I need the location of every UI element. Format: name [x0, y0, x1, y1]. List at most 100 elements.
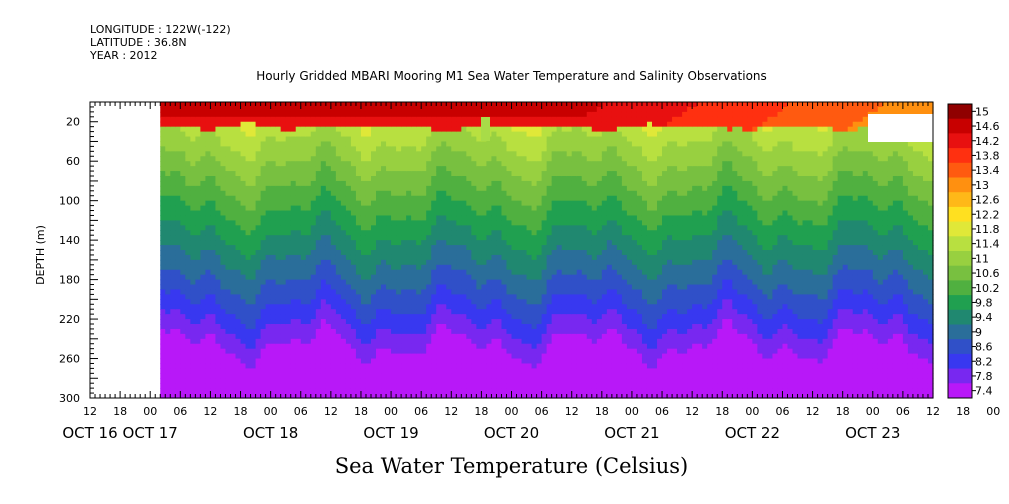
heatmap-cell [501, 200, 508, 207]
heatmap-cell [225, 378, 232, 384]
heatmap-cell [245, 368, 252, 374]
heatmap-cell [531, 180, 538, 187]
heatmap-cell [466, 240, 472, 246]
heatmap-cell [205, 210, 212, 217]
heatmap-cell [561, 121, 568, 128]
heatmap-cell [416, 146, 422, 152]
heatmap-cell [471, 166, 477, 172]
heatmap-cell [546, 250, 553, 256]
heatmap-cell [491, 166, 498, 172]
heatmap-cell [501, 220, 508, 226]
heatmap-cell [401, 245, 407, 251]
heatmap-cell [275, 156, 282, 162]
heatmap-cell [471, 111, 477, 118]
heatmap-cell [501, 121, 508, 128]
heatmap-cell [185, 250, 191, 256]
heatmap-cell [170, 126, 176, 133]
heatmap-cell [381, 269, 387, 276]
heatmap-cell [421, 348, 427, 355]
heatmap-cell [330, 215, 337, 221]
heatmap-cell [265, 176, 272, 182]
heatmap-cell [406, 328, 412, 335]
heatmap-cell [195, 156, 201, 162]
heatmap-cell [315, 166, 322, 172]
heatmap-cell [376, 106, 382, 113]
heatmap-cell [160, 116, 166, 123]
heatmap-cell [230, 269, 237, 276]
heatmap-cell [396, 235, 402, 241]
heatmap-cell [160, 348, 166, 355]
heatmap-cell [376, 240, 382, 246]
heatmap-cell [546, 378, 553, 384]
heatmap-cell [401, 205, 407, 212]
heatmap-cell [215, 264, 222, 271]
heatmap-cell [431, 368, 437, 374]
heatmap-cell [491, 324, 498, 330]
heatmap-cell [556, 136, 563, 143]
heatmap-cell [205, 225, 212, 231]
heatmap-cell [235, 274, 242, 281]
heatmap-cell [486, 250, 493, 256]
heatmap-cell [471, 269, 477, 276]
heatmap-cell [285, 294, 292, 300]
heatmap-cell [476, 383, 482, 389]
heatmap-cell [421, 314, 427, 320]
heatmap-cell [381, 250, 387, 256]
heatmap-cell [381, 284, 387, 291]
heatmap-cell [270, 235, 277, 241]
heatmap-cell [386, 151, 392, 157]
heatmap-cell [556, 314, 563, 320]
heatmap-cell [471, 383, 477, 389]
heatmap-cell [270, 328, 277, 335]
heatmap-cell [285, 304, 292, 310]
heatmap-cell [456, 289, 462, 295]
heatmap-cell [501, 225, 508, 231]
heatmap-cell [320, 185, 327, 192]
heatmap-cell [541, 215, 548, 221]
heatmap-cell [541, 235, 548, 241]
heatmap-cell [381, 220, 387, 226]
heatmap-cell [446, 299, 452, 305]
heatmap-cell [566, 141, 573, 147]
heatmap-cell [260, 383, 267, 389]
heatmap-cell [556, 210, 563, 217]
heatmap-cell [210, 304, 217, 310]
heatmap-cell [170, 358, 176, 365]
heatmap-cell [175, 116, 181, 123]
heatmap-cell [566, 319, 573, 325]
heatmap-cell [335, 126, 342, 133]
heatmap-cell [466, 131, 472, 138]
heatmap-cell [310, 126, 317, 133]
heatmap-cell [566, 131, 573, 138]
heatmap-cell [295, 294, 302, 300]
heatmap-cell [456, 393, 462, 399]
heatmap-cell [486, 195, 493, 202]
heatmap-cell [556, 343, 563, 350]
heatmap-cell [185, 254, 191, 261]
heatmap-cell [205, 106, 212, 113]
heatmap-cell [180, 304, 186, 310]
heatmap-cell [270, 215, 277, 221]
heatmap-cell [496, 264, 503, 271]
heatmap-cell [571, 205, 578, 212]
heatmap-cell [421, 156, 427, 162]
heatmap-cell [340, 343, 347, 350]
heatmap-cell [571, 264, 578, 271]
heatmap-cell [315, 319, 322, 325]
heatmap-cell [396, 190, 402, 197]
heatmap-cell [185, 230, 191, 236]
heatmap-cell [360, 314, 367, 320]
heatmap-cell [165, 220, 171, 226]
heatmap-cell [275, 185, 282, 192]
heatmap-cell [411, 205, 417, 212]
heatmap-cell [310, 358, 317, 365]
heatmap-cell [551, 393, 558, 399]
heatmap-cell [401, 166, 407, 172]
heatmap-cell [330, 299, 337, 305]
heatmap-cell [280, 210, 287, 217]
heatmap-cell [205, 324, 212, 330]
heatmap-cell [386, 190, 392, 197]
heatmap-cell [300, 245, 307, 251]
heatmap-cell [250, 358, 257, 365]
heatmap-cell [310, 225, 317, 231]
